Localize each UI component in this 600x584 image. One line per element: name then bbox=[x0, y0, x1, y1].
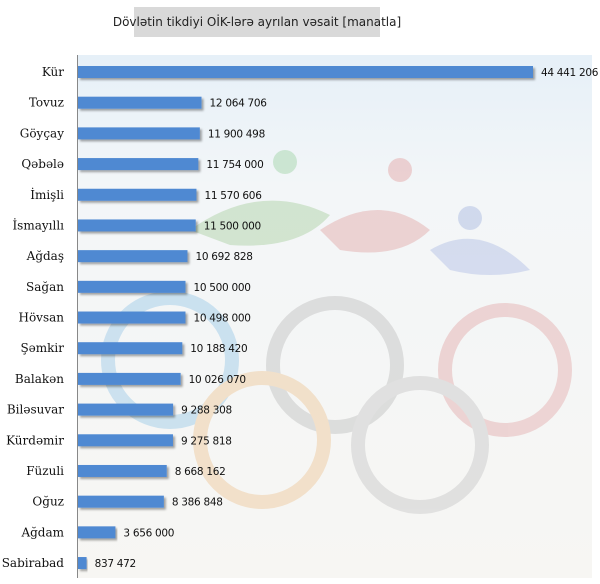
category-label: Tovuz bbox=[29, 96, 64, 110]
category-label: Ağdaş bbox=[26, 249, 64, 263]
category-label: Sağan bbox=[26, 280, 64, 294]
category-label: Ağdam bbox=[20, 525, 64, 539]
data-label: 837 472 bbox=[95, 558, 136, 570]
category-label: Göyçay bbox=[20, 126, 64, 140]
bar bbox=[78, 250, 188, 263]
category-label: Kürdəmir bbox=[6, 433, 64, 447]
data-label: 10 692 828 bbox=[195, 251, 252, 263]
bar bbox=[78, 342, 183, 355]
category-label: Oğuz bbox=[32, 495, 64, 509]
data-label: 11 570 606 bbox=[204, 190, 262, 202]
bar bbox=[78, 526, 116, 539]
data-label: 12 064 706 bbox=[210, 98, 268, 110]
category-label: Kür bbox=[42, 65, 64, 79]
bar bbox=[78, 311, 186, 324]
data-label: 10 026 070 bbox=[189, 374, 246, 386]
bar bbox=[78, 96, 202, 109]
category-label: Balakən bbox=[15, 372, 64, 386]
data-label: 11 500 000 bbox=[204, 220, 261, 232]
category-label: Şəmkir bbox=[20, 341, 64, 355]
data-label: 11 900 498 bbox=[208, 128, 265, 140]
data-label: 10 188 420 bbox=[190, 343, 247, 355]
category-label: Hövsan bbox=[18, 311, 64, 325]
bar bbox=[78, 127, 200, 140]
bar bbox=[78, 403, 174, 416]
bar bbox=[78, 219, 196, 232]
category-label: Sabirabad bbox=[2, 556, 65, 570]
data-label: 44 441 206 bbox=[541, 67, 599, 79]
category-label: Qəbələ bbox=[21, 157, 64, 171]
category-label: İsmayıllı bbox=[12, 217, 64, 232]
data-label: 9 288 308 bbox=[181, 405, 232, 417]
bar bbox=[78, 372, 181, 385]
chart-title: Dövlətin tikdiyi OİK-lərə ayrılan vəsait… bbox=[113, 7, 401, 37]
data-label: 9 275 818 bbox=[181, 435, 232, 447]
bar bbox=[78, 158, 199, 171]
bar bbox=[78, 280, 186, 293]
bar bbox=[78, 66, 533, 78]
category-label: İmişli bbox=[30, 187, 64, 202]
bar bbox=[78, 188, 197, 201]
data-label: 11 754 000 bbox=[206, 159, 263, 171]
bar bbox=[78, 434, 173, 447]
data-label: 3 656 000 bbox=[123, 527, 174, 539]
category-label: Füzuli bbox=[26, 464, 64, 478]
bar bbox=[78, 557, 87, 570]
data-label: 10 498 000 bbox=[193, 313, 250, 325]
data-label: 10 500 000 bbox=[194, 282, 251, 294]
bar bbox=[78, 495, 164, 508]
bar bbox=[78, 464, 167, 477]
data-label: 8 668 162 bbox=[175, 466, 226, 478]
data-label: 8 386 848 bbox=[172, 497, 223, 509]
category-label: Biləsuvar bbox=[7, 403, 64, 417]
